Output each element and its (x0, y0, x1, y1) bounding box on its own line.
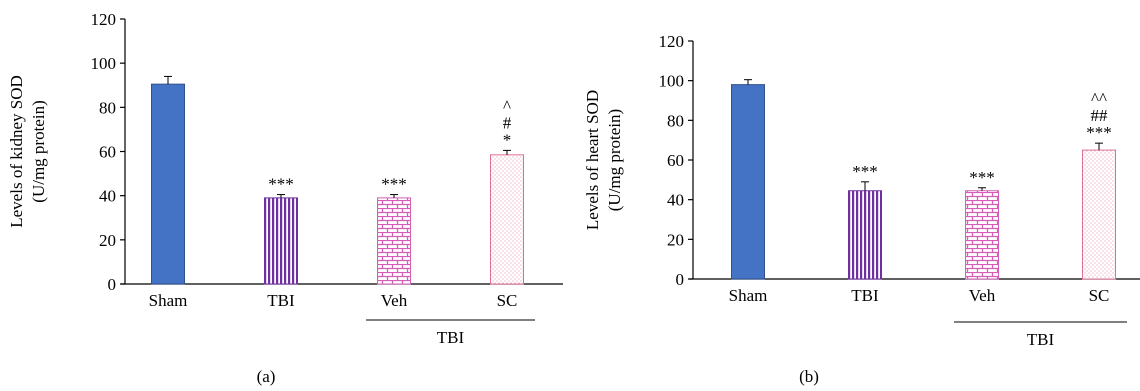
bar-sham (151, 83, 185, 285)
y-tick-label: 80 (667, 111, 684, 130)
significance-marker: ^^ (1091, 89, 1107, 108)
bar-veh (377, 197, 411, 285)
panel-label: (a) (257, 367, 276, 386)
significance-marker: ^ (503, 96, 511, 115)
bar-veh (965, 190, 999, 280)
y-tick-label: 100 (91, 54, 117, 73)
significance-marker: *** (1086, 123, 1112, 142)
significance-marker: # (503, 113, 512, 132)
y-tick-label: 20 (99, 231, 116, 250)
y-tick-label: 80 (99, 98, 116, 117)
y-tick-label: 100 (659, 72, 685, 91)
y-axis-title: Levels of kidney SOD (7, 75, 26, 228)
y-tick-label: 0 (108, 275, 117, 294)
x-tick-label: TBI (267, 291, 295, 310)
significance-marker: *** (852, 162, 878, 181)
panel-label: (b) (799, 367, 819, 386)
chart-panel-b: 0 20 40 60 80 100 120 Levels of heart SOD (U/mg … (583, 32, 1140, 386)
y-tick-label: 60 (667, 151, 684, 170)
y-tick-label: 60 (99, 143, 116, 162)
x-tick-label: SC (1089, 286, 1110, 305)
y-tick-label: 120 (91, 10, 117, 29)
x-tick-label: Veh (381, 291, 408, 310)
group-label: TBI (1027, 330, 1055, 349)
bar-sc (1082, 149, 1116, 280)
bar-tbi (848, 190, 882, 280)
chart-panel-a: 0 20 40 60 80 100 120 Levels of kidney SOD (U/mg… (7, 10, 563, 386)
group-label: TBI (437, 328, 465, 347)
y-axis-title: Levels of heart SOD (583, 90, 602, 230)
x-tick-label: Veh (969, 286, 996, 305)
bar-sham (731, 84, 765, 280)
x-tick-label: Sham (149, 291, 188, 310)
significance-marker: *** (268, 175, 294, 194)
y-axis-unit: (U/mg protein) (29, 100, 48, 202)
significance-marker: * (503, 130, 512, 149)
y-axis-unit: (U/mg protein) (605, 109, 624, 211)
y-tick-label: 120 (659, 32, 685, 51)
bar-sc (490, 154, 524, 285)
significance-marker: *** (969, 168, 995, 187)
y-tick-label: 0 (676, 270, 685, 289)
y-tick-label: 40 (99, 187, 116, 206)
x-tick-label: TBI (851, 286, 879, 305)
y-tick-label: 20 (667, 230, 684, 249)
significance-marker: *** (381, 175, 407, 194)
x-tick-label: SC (497, 291, 518, 310)
bar-tbi (264, 197, 298, 285)
y-tick-label: 40 (667, 191, 684, 210)
x-tick-label: Sham (729, 286, 768, 305)
significance-marker: ## (1091, 106, 1109, 125)
